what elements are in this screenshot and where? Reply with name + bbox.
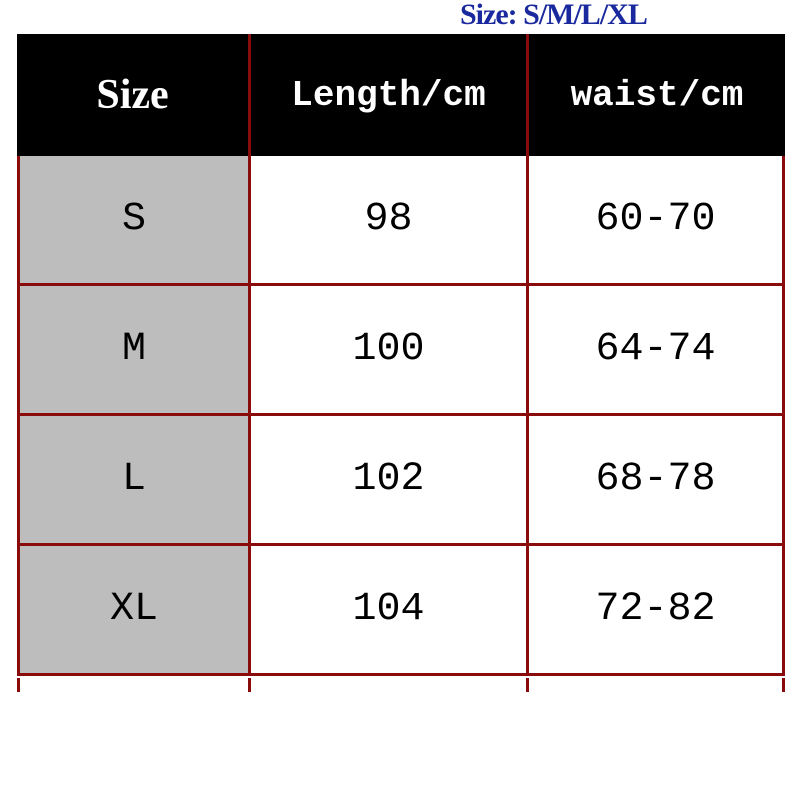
- table-row: S 98 60-70: [17, 156, 785, 286]
- cell-size: M: [20, 286, 251, 413]
- cell-waist: 68-78: [529, 416, 782, 543]
- tick-mark: [526, 678, 529, 692]
- cell-length: 100: [251, 286, 529, 413]
- cell-length: 102: [251, 416, 529, 543]
- cell-waist: 64-74: [529, 286, 782, 413]
- cell-length: 104: [251, 546, 529, 673]
- cell-size: S: [20, 156, 251, 283]
- header-waist: waist/cm: [529, 34, 785, 156]
- table-row: M 100 64-74: [17, 286, 785, 416]
- cell-length: 98: [251, 156, 529, 283]
- cell-waist: 72-82: [529, 546, 782, 673]
- header-size: Size: [17, 34, 251, 156]
- size-chart-table: Size Length/cm waist/cm S 98 60-70 M 100…: [17, 34, 785, 676]
- tick-mark: [17, 678, 20, 692]
- cell-size: XL: [20, 546, 251, 673]
- cell-size: L: [20, 416, 251, 543]
- header-length: Length/cm: [251, 34, 529, 156]
- bottom-tick-marks: [17, 678, 785, 692]
- table-row: XL 104 72-82: [17, 546, 785, 676]
- table-row: L 102 68-78: [17, 416, 785, 546]
- cell-waist: 60-70: [529, 156, 782, 283]
- size-options-label: Size: S/M/L/XL: [460, 0, 647, 32]
- table-header-row: Size Length/cm waist/cm: [17, 34, 785, 156]
- tick-mark: [248, 678, 251, 692]
- tick-mark: [782, 678, 785, 692]
